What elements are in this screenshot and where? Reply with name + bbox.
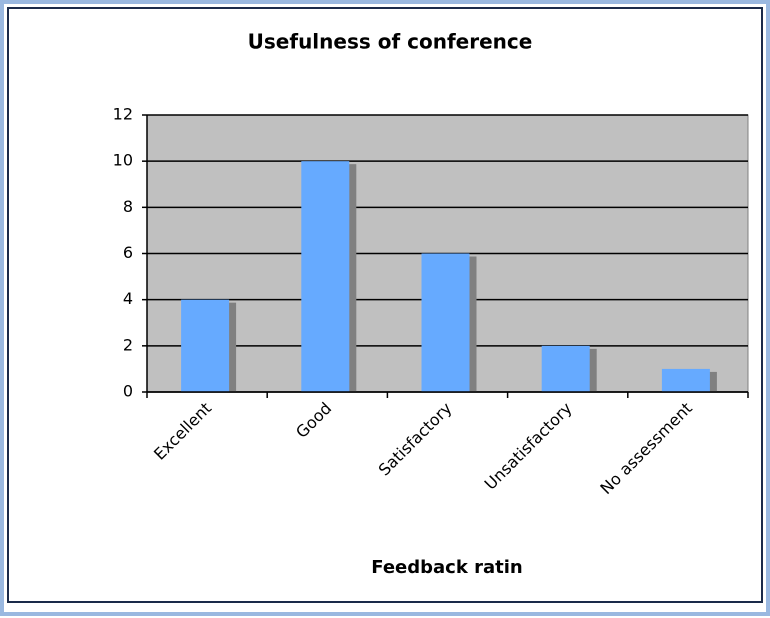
- bar: [541, 345, 590, 392]
- y-tick-label: 12: [113, 105, 133, 124]
- y-tick-label: 8: [123, 197, 133, 216]
- bar: [661, 368, 710, 392]
- bar: [181, 299, 230, 392]
- y-tick-label: 4: [123, 289, 133, 308]
- y-tick-label: 0: [123, 382, 133, 401]
- y-tick-label: 2: [123, 335, 133, 354]
- bar: [301, 161, 350, 392]
- y-tick-label: 10: [113, 151, 133, 170]
- y-tick-label: 6: [123, 243, 133, 262]
- x-axis-title: Feedback ratin: [371, 557, 522, 578]
- chart-title: Usefulness of conference: [248, 30, 533, 54]
- bar: [421, 253, 470, 392]
